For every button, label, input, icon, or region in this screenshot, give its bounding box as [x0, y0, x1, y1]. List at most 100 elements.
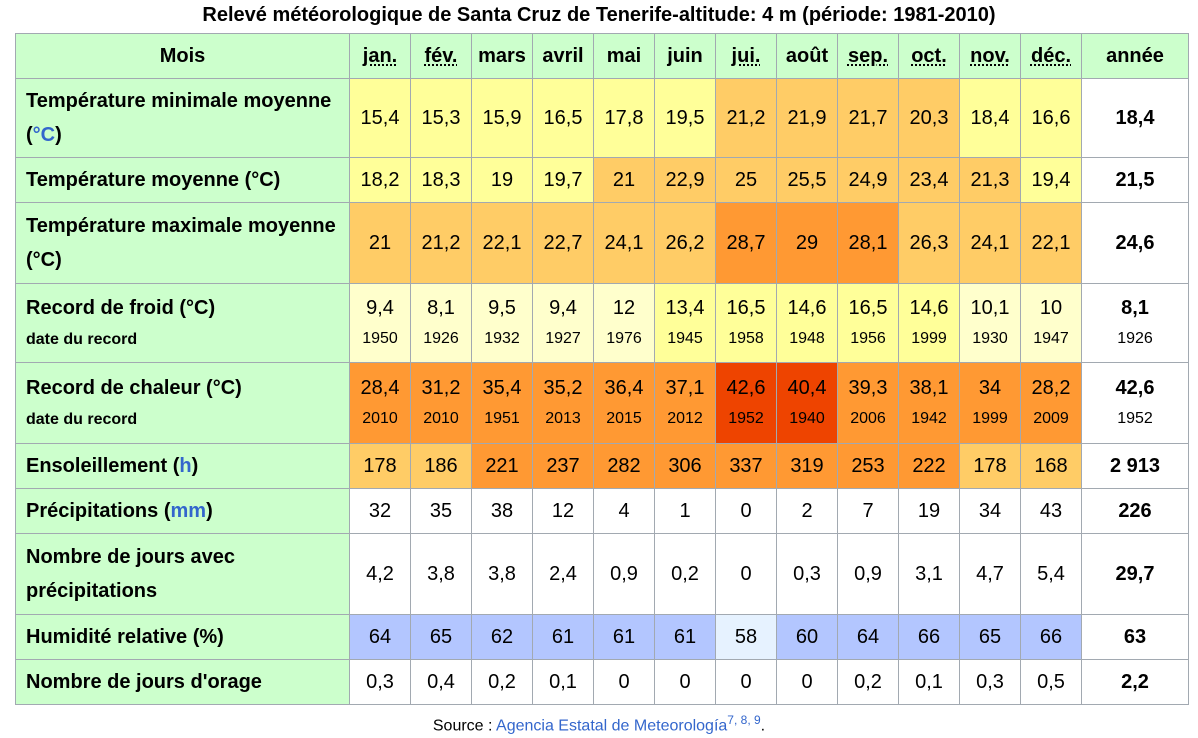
table-cell: 0: [776, 659, 838, 705]
record-date: 1951: [484, 410, 520, 427]
record-date: 1952: [728, 410, 764, 427]
table-cell: 3,8: [471, 533, 533, 615]
header-month-jan[interactable]: jan.: [349, 33, 411, 79]
row-label: Humidité relative (%): [15, 614, 350, 660]
table-cell: 237: [532, 443, 594, 489]
record-value: 9,4: [549, 297, 577, 319]
row-rainy-days: Nombre de jours avec précipitations 4,2 3,…: [15, 533, 1189, 615]
record-date: 2013: [545, 410, 581, 427]
year-cell: 21,5: [1081, 157, 1189, 203]
table-cell: 18,3: [410, 157, 472, 203]
table-cell: 0,2: [654, 533, 716, 615]
year-cell: 2 913: [1081, 443, 1189, 489]
row-temp-min: Température minimale moyenne (°C) 15,4 15,…: [15, 78, 1189, 158]
table-cell: 25,5: [776, 157, 838, 203]
table-cell: 0,3: [776, 533, 838, 615]
year-cell: 8,1 1926: [1081, 283, 1189, 363]
table-cell: 0: [654, 659, 716, 705]
record-date: 1956: [850, 330, 886, 347]
record-date: 1948: [789, 330, 825, 347]
table-cell: 178: [959, 443, 1021, 489]
record-date: 2010: [423, 410, 459, 427]
header-month-aug: août: [776, 33, 838, 79]
header-month-dec[interactable]: déc.: [1020, 33, 1082, 79]
record-value: 39,3: [848, 377, 888, 399]
row-precipitation: Précipitations (mm) 32 35 38 12 4 1 0 2 7 19 34 43 22…: [15, 488, 1189, 534]
record-date: 1940: [789, 410, 825, 427]
table-cell: 12: [532, 488, 594, 534]
table-cell: 23,4: [898, 157, 960, 203]
row-label-text: Record de chaleur (°C): [26, 377, 242, 399]
table-cell: 21: [349, 202, 411, 284]
table-cell: 28,2 2009: [1020, 362, 1082, 444]
table-cell: 31,2 2010: [410, 362, 472, 444]
record-date: 1958: [728, 330, 764, 347]
row-label: Record de froid (°C) date du record: [15, 283, 350, 363]
table-cell: 35,2 2013: [532, 362, 594, 444]
table-cell: 0,4: [410, 659, 472, 705]
record-value: 10,1: [970, 297, 1010, 319]
table-cell: 21,7: [837, 78, 899, 158]
row-temp-max: Température maximale moyenne (°C) 21 21,2 2…: [15, 202, 1189, 284]
table-cell: 0,3: [959, 659, 1021, 705]
row-label: Température maximale moyenne (°C): [15, 202, 350, 284]
table-cell: 319: [776, 443, 838, 489]
table-cell: 64: [349, 614, 411, 660]
record-value: 9,4: [366, 297, 394, 319]
table-cell: 38,1 1942: [898, 362, 960, 444]
table-cell: 178: [349, 443, 411, 489]
record-value: 28,2: [1031, 377, 1071, 399]
table-cell: 0: [715, 659, 777, 705]
unit-link[interactable]: mm: [170, 500, 207, 522]
row-label-text: Précipitations (: [26, 500, 171, 522]
table-cell: 61: [593, 614, 655, 660]
table-cell: 19,7: [532, 157, 594, 203]
record-value: 10: [1039, 297, 1063, 319]
climate-table: Mois jan. fév. mars avril mai juin jui. …: [15, 33, 1189, 705]
table-cell: 282: [593, 443, 655, 489]
row-storm-days: Nombre de jours d'orage 0,3 0,4 0,2 0,1 0 0 0 0 0…: [15, 659, 1189, 705]
table-cell: 24,9: [837, 157, 899, 203]
table-cell: 4,7: [959, 533, 1021, 615]
header-month-nov[interactable]: nov.: [959, 33, 1021, 79]
row-label-end: ): [191, 455, 199, 477]
table-cell: 12 1976: [593, 283, 655, 363]
header-month-sep[interactable]: sep.: [837, 33, 899, 79]
year-cell: 2,2: [1081, 659, 1189, 705]
table-cell: 66: [1020, 614, 1082, 660]
table-cell: 19,4: [1020, 157, 1082, 203]
table-cell: 14,6 1999: [898, 283, 960, 363]
record-value: 28,4: [360, 377, 400, 399]
record-value: 8,1: [427, 297, 455, 319]
table-cell: 3,8: [410, 533, 472, 615]
header-month-jul[interactable]: jui.: [715, 33, 777, 79]
table-cell: 35,4 1951: [471, 362, 533, 444]
unit-link[interactable]: h: [179, 455, 192, 477]
table-caption: Relevé météorologique de Santa Cruz de T…: [202, 4, 996, 26]
table-cell: 20,3: [898, 78, 960, 158]
table-cell: 1: [654, 488, 716, 534]
record-value: 36,4: [604, 377, 644, 399]
record-value: 35,4: [482, 377, 522, 399]
record-date: 2012: [667, 410, 703, 427]
record-date: 1927: [545, 330, 581, 347]
record-value: 34: [978, 377, 1002, 399]
year-cell: 42,6 1952: [1081, 362, 1189, 444]
record-date: 2006: [850, 410, 886, 427]
header-month-feb[interactable]: fév.: [410, 33, 472, 79]
unit-link[interactable]: °C: [32, 124, 56, 146]
table-cell: 8,1 1926: [410, 283, 472, 363]
header-month-mar: mars: [471, 33, 533, 79]
record-value: 42,6: [1115, 377, 1155, 399]
record-value: 14,6: [909, 297, 949, 319]
table-cell: 16,6: [1020, 78, 1082, 158]
source-link[interactable]: Agencia Estatal de Meteorología: [496, 717, 728, 735]
source-refs[interactable]: 7, 8, 9: [727, 713, 761, 727]
header-month-oct[interactable]: oct.: [898, 33, 960, 79]
record-date: 1950: [362, 330, 398, 347]
table-cell: 9,4 1927: [532, 283, 594, 363]
record-date: 2015: [606, 410, 642, 427]
row-label-text: Température maximale moyenne (°C): [26, 215, 336, 271]
table-cell: 21: [593, 157, 655, 203]
header-year: année: [1081, 33, 1189, 79]
